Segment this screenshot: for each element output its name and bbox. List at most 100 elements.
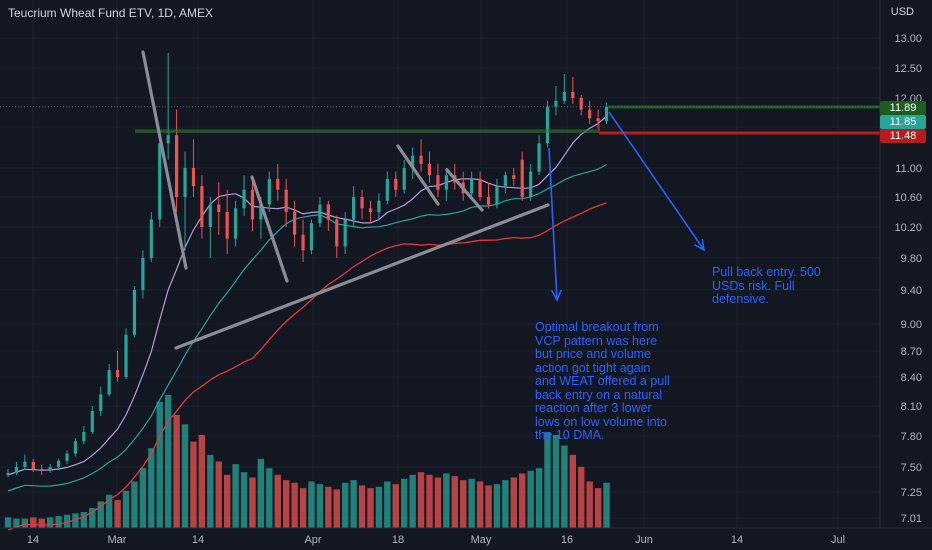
volume-bar [367, 488, 374, 528]
candle [141, 250, 145, 299]
candle-body [175, 135, 179, 197]
candle-body [107, 370, 111, 395]
candle [200, 175, 204, 239]
candle [48, 463, 52, 473]
volume-bar [417, 472, 425, 528]
candle-body [503, 175, 507, 187]
candle-body [520, 159, 524, 197]
volume-bar [409, 474, 416, 528]
candle-body [579, 98, 583, 110]
candle [6, 469, 10, 477]
candle [495, 178, 499, 209]
time-tick: May [471, 534, 492, 546]
volume-bar [114, 500, 121, 528]
volume-bar [148, 448, 155, 528]
price-tick: 8.10 [901, 401, 922, 413]
volume-bar [392, 484, 399, 528]
candle [520, 151, 524, 201]
candle [579, 95, 583, 116]
volume-bar [586, 481, 593, 528]
candle [503, 171, 507, 194]
candle [234, 200, 238, 247]
candle [107, 364, 111, 397]
grid-lines [0, 0, 880, 528]
volume-bars [4, 395, 610, 528]
candle-body [537, 143, 541, 172]
candles [6, 53, 609, 477]
candle-body [495, 186, 499, 205]
candle [512, 168, 516, 187]
candle [56, 458, 61, 469]
candle-body [385, 178, 389, 201]
candle [14, 461, 19, 475]
volume-bar [198, 434, 206, 528]
volume-bar [30, 517, 37, 528]
candle [368, 200, 373, 224]
candle-body [318, 204, 322, 224]
candle-body [486, 197, 491, 205]
volume-bar [510, 477, 517, 528]
annotation-breakout[interactable]: Optimal breakout from VCP pattern was he… [535, 320, 670, 442]
candle [394, 171, 398, 197]
candle [99, 386, 103, 416]
candle [293, 200, 297, 247]
candle [31, 458, 35, 472]
volume-bar [460, 480, 467, 528]
price-badge-last: 11.85 [880, 115, 926, 129]
trendline-0 [141, 50, 188, 270]
ma-10-line [7, 115, 607, 476]
ma-50-line [7, 202, 607, 531]
candle [385, 171, 389, 205]
candle-body [436, 175, 440, 190]
candle [411, 147, 415, 179]
volume-bar [316, 484, 324, 528]
candle-body [343, 219, 347, 247]
arrow-breakout [548, 147, 563, 302]
price-tick: 12.50 [894, 63, 922, 75]
trendline-2 [396, 144, 440, 206]
candle [65, 450, 69, 464]
time-tick: Jun [635, 534, 653, 546]
candle [562, 74, 566, 104]
volume-bar [223, 474, 231, 528]
candle [73, 438, 78, 457]
trendline-4 [174, 203, 550, 350]
candle-body [234, 208, 238, 239]
volume-bar [569, 454, 577, 528]
volume-bar [291, 482, 298, 528]
candle [604, 102, 609, 125]
volume-bar [434, 477, 442, 528]
candle-body [250, 189, 255, 220]
candle-body [360, 197, 364, 209]
candle [478, 171, 482, 201]
candle-body [141, 258, 145, 290]
price-tick: 7.25 [901, 487, 922, 499]
annotation-pullback[interactable]: Pull back entry. 500 USDs risk. Full def… [712, 265, 821, 306]
price-tick: 11.00 [895, 163, 922, 175]
price-tick: 7.01 [901, 513, 922, 525]
candle-body [73, 441, 78, 454]
candle [217, 182, 221, 235]
volume-bar [401, 478, 408, 528]
candle-body [470, 178, 474, 194]
candle-body [529, 171, 533, 197]
candle-body [352, 197, 356, 220]
symbol-title[interactable]: Teucrium Wheat Fund ETV, 1D, AMEX [8, 6, 213, 20]
volume-bar [232, 464, 239, 528]
candle-body [444, 175, 448, 190]
candle-body [411, 155, 415, 168]
candle-body [23, 461, 27, 467]
candle-body [368, 208, 373, 212]
candle [284, 178, 288, 227]
candle [352, 186, 356, 227]
candle-body [402, 168, 406, 190]
candle [242, 175, 246, 216]
candle-body [604, 106, 609, 122]
candle [402, 159, 406, 194]
volume-bar [164, 395, 172, 528]
candle-body [132, 290, 137, 335]
volume-bar [46, 517, 54, 528]
volume-bar [207, 454, 214, 528]
